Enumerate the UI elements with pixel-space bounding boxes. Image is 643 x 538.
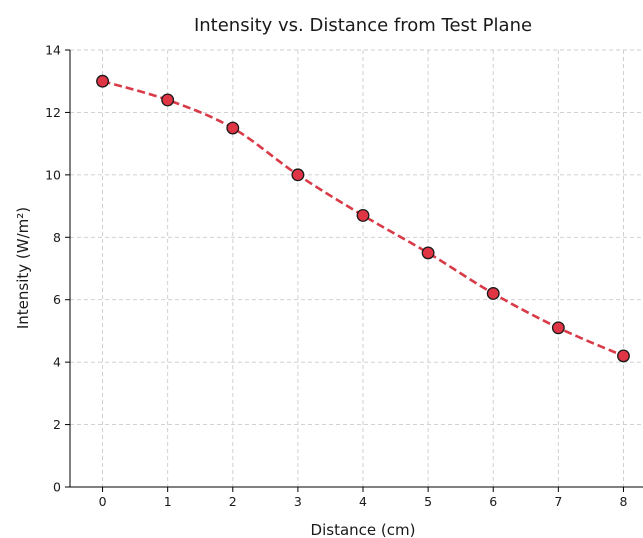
x-tick-label-8: 8 (619, 494, 627, 509)
y-tick-label-8: 8 (53, 230, 61, 245)
x-tick-label-6: 6 (489, 494, 497, 509)
x-tick-label-5: 5 (424, 494, 432, 509)
grid (70, 49, 643, 488)
y-tick-label-12: 12 (45, 105, 61, 120)
y-tick-label-6: 6 (53, 292, 61, 307)
data-point-1 (161, 93, 175, 107)
x-tick-label-2: 2 (229, 494, 237, 509)
x-tick-label-0: 0 (99, 494, 107, 509)
y-tick-label-0: 0 (53, 480, 61, 495)
y-tick-label-2: 2 (53, 417, 61, 432)
data-point-2 (226, 121, 240, 135)
data-point-3 (291, 168, 305, 182)
data-point-4 (356, 208, 370, 222)
axes (65, 49, 643, 492)
y-tick-label-4: 4 (53, 355, 61, 370)
y-tick-label-14: 14 (45, 43, 61, 58)
x-tick-label-4: 4 (359, 494, 367, 509)
data-point-6 (486, 287, 500, 300)
y-axis-label: Intensity (W/m²) (14, 207, 32, 329)
x-axis-label: Distance (cm) (311, 521, 416, 538)
data-point-8 (617, 349, 630, 363)
data-point-7 (551, 321, 565, 335)
x-tick-label-7: 7 (554, 494, 562, 509)
y-tick-label-10: 10 (45, 167, 61, 182)
chart-title: Intensity vs. Distance from Test Plane (194, 15, 532, 36)
data-points (96, 74, 630, 363)
x-tick-label-1: 1 (164, 494, 172, 509)
x-tick-label-3: 3 (294, 494, 302, 509)
data-point-5 (421, 246, 435, 260)
data-point-0 (96, 74, 110, 88)
